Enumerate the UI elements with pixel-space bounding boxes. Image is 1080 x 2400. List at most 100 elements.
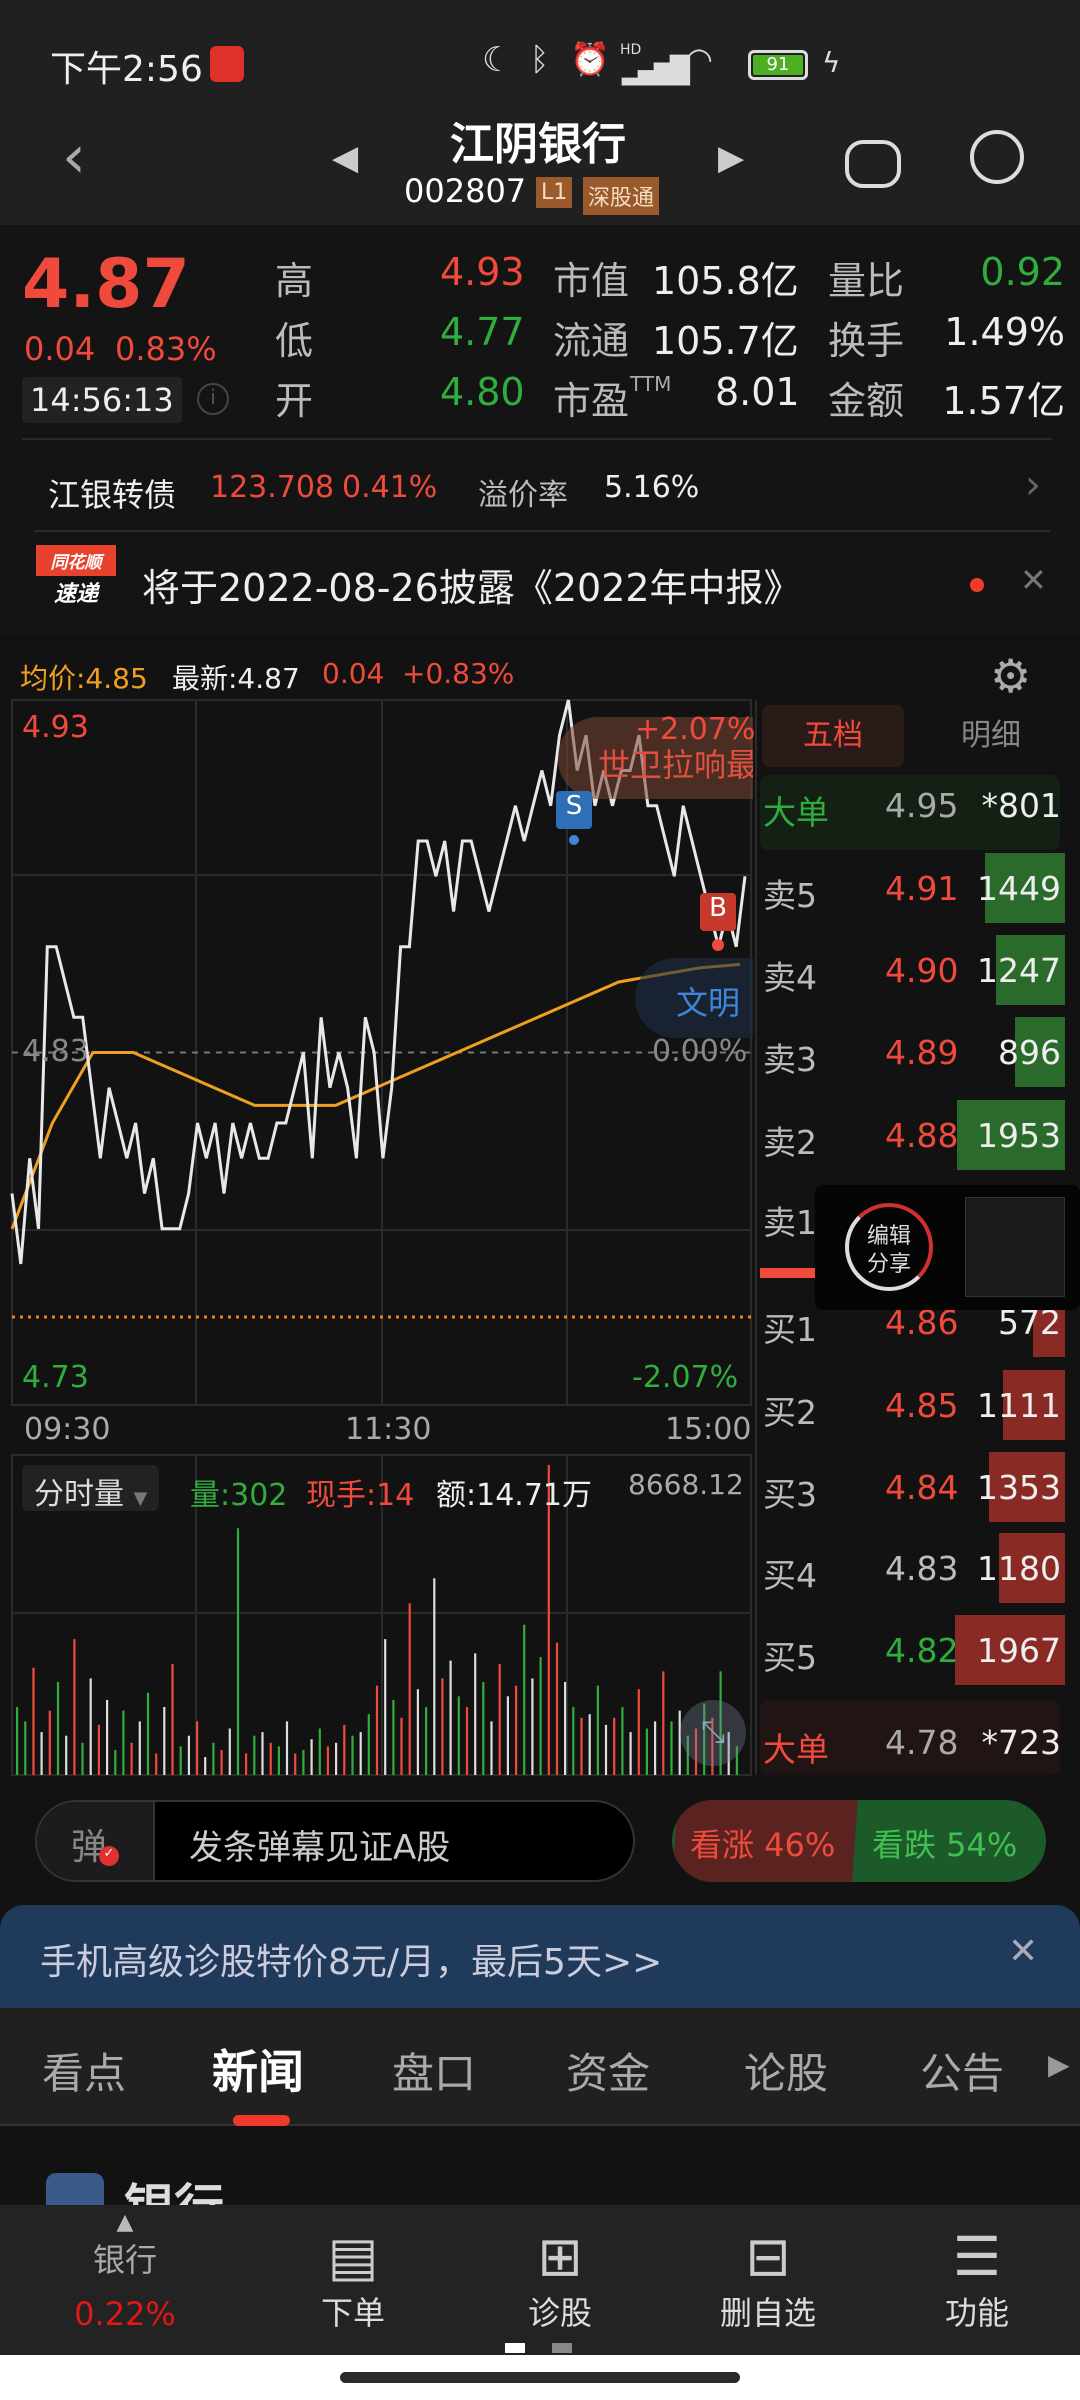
convertible-bond-row[interactable]: 江银转债 123.708 0.41% 溢价率 5.16% › (0, 450, 1080, 530)
sell-marker[interactable]: S (556, 791, 592, 829)
share-label: 分享 (866, 1252, 911, 1277)
bid-level[interactable]: 买4 4.83 1180 (755, 1533, 1065, 1603)
close-icon[interactable]: ✕ (1020, 561, 1047, 599)
sector-button[interactable]: ▲ 银行 0.22% (55, 2210, 195, 2350)
back-button[interactable]: ‹ (62, 122, 86, 192)
current-price: 4.87 (22, 245, 190, 324)
info-icon[interactable]: i (197, 383, 229, 415)
fullscreen-expand-icon[interactable]: ⤡ (680, 1700, 746, 1766)
volume-bar (343, 1724, 346, 1775)
quote-label: 开 (275, 379, 314, 423)
bid-level[interactable]: 买2 4.85 1111 (755, 1370, 1065, 1440)
level-label: 买5 (763, 1638, 817, 1677)
nav-document[interactable]: ▤ 下单 (283, 2225, 423, 2334)
nav-label: 删自选 (719, 2294, 816, 2332)
ask-level[interactable]: 卖1 (755, 1180, 1065, 1250)
ttm-sup: TTM (630, 372, 672, 396)
event-text-blue[interactable]: 文明 (676, 984, 741, 1022)
tab-2[interactable]: 盘口 (392, 2049, 477, 2098)
share-popup[interactable]: 编辑 分享 (815, 1185, 1080, 1310)
level-volume: 1449 (977, 869, 1061, 908)
tab-5[interactable]: 公告 (920, 2049, 1005, 2098)
level-badge: L1 (536, 177, 573, 208)
prev-stock-button[interactable]: ◀ (332, 138, 359, 178)
volume-bar (310, 1739, 313, 1775)
volume-bar (163, 1707, 166, 1775)
volume-bar (269, 1742, 272, 1775)
volume-bar (171, 1664, 174, 1775)
big-buy-order[interactable]: 大单 4.78 *723 (755, 1707, 1065, 1777)
danmaku-input[interactable]: 弹 ✓ 发条弹幕见证A股 (35, 1800, 635, 1882)
vote-down-button[interactable]: 看跌 54% (872, 1826, 1018, 1864)
edit-share-button[interactable]: 编辑 分享 (845, 1203, 933, 1291)
volume-bar (138, 1721, 141, 1775)
tab-detail[interactable]: 明细 (961, 718, 1021, 753)
big-sell-order[interactable]: 大单 4.95 *801 (755, 770, 1065, 840)
volume-bar (236, 1528, 240, 1775)
big-order-bg (760, 1700, 1060, 1775)
nav-remove-watchlist[interactable]: ⊟ 删自选 (698, 2225, 838, 2334)
ask-level[interactable]: 卖3 4.89 896 (755, 1017, 1065, 1087)
bid-volume-bar (1003, 1370, 1065, 1440)
page-dot (552, 2343, 572, 2353)
bid-level[interactable]: 买3 4.84 1353 (755, 1452, 1065, 1522)
volume-bar (326, 1746, 329, 1775)
event-bubble-red[interactable] (558, 717, 753, 799)
buy-marker[interactable]: B (700, 893, 736, 931)
level-label: 大单 (763, 793, 829, 832)
bid-level[interactable]: 买5 4.82 1967 (755, 1615, 1065, 1685)
volume-indicator-select[interactable]: 分时量 ▼ (22, 1465, 160, 1512)
volume-bar (97, 1724, 100, 1775)
active-tab-indicator (233, 2115, 290, 2126)
robot-assistant-icon[interactable] (845, 140, 901, 188)
close-promo-icon[interactable]: ✕ (1008, 1931, 1039, 1972)
avg-price-label: 均价:4.85 (20, 662, 148, 695)
danmaku-toggle[interactable]: 弹 ✓ (37, 1802, 155, 1880)
next-stock-button[interactable]: ▶ (718, 138, 745, 178)
news-ticker[interactable]: 同花顺 速递 将于2022-08-26披露《2022年中报》 ✕ (0, 535, 1080, 630)
tab-4[interactable]: 论股 (744, 2049, 829, 2098)
tab-five-levels[interactable]: 五档 (762, 705, 904, 767)
promo-banner[interactable]: 手机高级诊股特价8元/月，最后5天>> ✕ (0, 1905, 1080, 2008)
event-text-red[interactable]: 世卫拉响最 (598, 746, 753, 784)
volume-bar (711, 1717, 714, 1775)
event-bubble-blue[interactable] (635, 958, 753, 1038)
home-indicator[interactable] (340, 2372, 740, 2383)
quote-value: 4.77 (440, 310, 525, 354)
tab-0[interactable]: 看点 (42, 2049, 127, 2098)
vote-up-button[interactable]: 看涨 46% (690, 1826, 836, 1864)
volume-bar (449, 1660, 452, 1775)
battery-icon: 91 (748, 50, 808, 80)
volume-value: 量:302 (190, 1478, 288, 1513)
level-price: 4.90 (885, 951, 959, 990)
bid-volume-bar (989, 1452, 1065, 1522)
search-icon[interactable] (970, 130, 1024, 184)
quote-label: 换手 (828, 319, 905, 363)
nav-diagnose-plus[interactable]: ⊞ 诊股 (490, 2225, 630, 2334)
level-volume: 1111 (977, 1386, 1061, 1425)
volume-indicator-label: 分时量 (34, 1477, 124, 1512)
level-price: 4.95 (885, 786, 959, 825)
volume-bar (196, 1721, 199, 1775)
ask-level[interactable]: 卖4 4.90 1247 (755, 935, 1065, 1005)
tab-1[interactable]: 新闻 (212, 2045, 304, 2099)
settings-gear-icon[interactable]: ⚙ (990, 649, 1032, 703)
quote-label: 市值 (553, 259, 630, 303)
volume-bar (294, 1753, 297, 1775)
level-price: 4.84 (885, 1468, 959, 1507)
tab-3[interactable]: 资金 (566, 2049, 651, 2098)
x-label-close: 15:00 (665, 1412, 752, 1447)
ask-level[interactable]: 卖2 4.88 1953 (755, 1100, 1065, 1170)
tabs-more-arrow-icon[interactable]: ▶ (1048, 2048, 1070, 2081)
volume-bar (261, 1732, 264, 1775)
intraday-change-pct: +0.83% (402, 657, 515, 690)
screenshot-thumbnail[interactable] (965, 1197, 1065, 1297)
ask-level[interactable]: 卖5 4.91 1449 (755, 853, 1065, 923)
nav-menu-circle[interactable]: ☰ 功能 (907, 2225, 1047, 2334)
edit-label: 编辑 (866, 1224, 911, 1249)
volume-bar (474, 1653, 477, 1775)
volume-bar (465, 1707, 469, 1775)
volume-bar (637, 1689, 640, 1775)
volume-bar (130, 1742, 133, 1775)
